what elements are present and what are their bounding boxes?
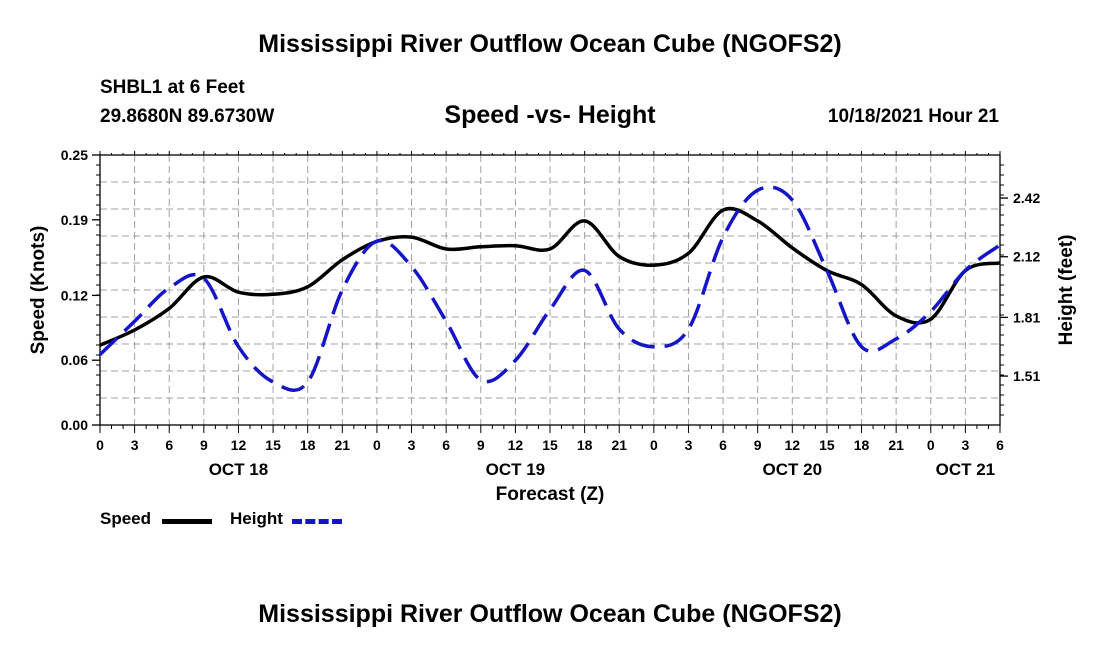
date-label: OCT 21 xyxy=(936,460,996,479)
x-tick-label: 6 xyxy=(996,437,1004,453)
y-tick-label: 0.06 xyxy=(61,352,88,368)
y2-tick-label: 2.12 xyxy=(1013,249,1040,265)
y-tick-label: 0.25 xyxy=(61,147,88,163)
legend-height-label: Height xyxy=(230,509,283,528)
y-tick-label: 0.19 xyxy=(61,212,88,228)
x-tick-label: 3 xyxy=(685,437,693,453)
x-tick-label: 0 xyxy=(927,437,935,453)
x-tick-label: 18 xyxy=(300,437,316,453)
x-tick-label: 6 xyxy=(442,437,450,453)
forecast-datetime: 10/18/2021 Hour 21 xyxy=(827,106,999,127)
x-tick-label: 3 xyxy=(408,437,416,453)
x-tick-label: 0 xyxy=(650,437,658,453)
y2-tick-label: 2.42 xyxy=(1013,190,1040,206)
footer-title: Mississippi River Outflow Ocean Cube (NG… xyxy=(258,600,842,628)
main-title: Mississippi River Outflow Ocean Cube (NG… xyxy=(258,30,842,58)
series xyxy=(98,185,1002,392)
legend-speed-swatch xyxy=(162,519,212,524)
grid xyxy=(100,155,1000,425)
x-tick-label: 12 xyxy=(508,437,524,453)
chart-subtitle: Speed -vs- Height xyxy=(444,101,656,129)
y-axis-label: Speed (Knots) xyxy=(28,226,49,355)
x-tick-label: 6 xyxy=(165,437,173,453)
x-tick-label: 12 xyxy=(231,437,247,453)
date-label: OCT 18 xyxy=(209,460,269,479)
x-tick-label: 21 xyxy=(888,437,904,453)
x-axis-label: Forecast (Z) xyxy=(496,484,605,505)
x-tick-label: 3 xyxy=(131,437,139,453)
height-series-line xyxy=(98,185,1002,392)
y2-axis-label: Height (feet) xyxy=(1056,235,1077,346)
x-tick-label: 9 xyxy=(477,437,485,453)
x-tick-label: 9 xyxy=(754,437,762,453)
y2-tick-label: 1.51 xyxy=(1013,368,1040,384)
date-label: OCT 19 xyxy=(486,460,546,479)
x-tick-label: 15 xyxy=(265,437,281,453)
x-tick-label: 18 xyxy=(854,437,870,453)
y-tick-label: 0.00 xyxy=(61,417,88,433)
x-tick-label: 0 xyxy=(96,437,104,453)
x-tick-label: 18 xyxy=(577,437,593,453)
x-tick-label: 9 xyxy=(200,437,208,453)
y2-tick-label: 1.81 xyxy=(1013,309,1040,325)
x-tick-label: 12 xyxy=(785,437,801,453)
x-tick-label: 0 xyxy=(373,437,381,453)
axes: 0 3 6 9 12 15 18 21 0 3 6 9 12 15 18 21 0 3 6 9 12 15 18 21 0 3 6O… xyxy=(61,147,1041,479)
legend-height-swatch xyxy=(292,519,342,524)
x-tick-label: 15 xyxy=(819,437,835,453)
x-tick-label: 21 xyxy=(611,437,627,453)
x-tick-label: 21 xyxy=(335,437,351,453)
coordinates-label: 29.8680N 89.6730W xyxy=(100,106,275,127)
x-tick-label: 3 xyxy=(961,437,969,453)
speed-series-line xyxy=(99,206,1001,347)
x-tick-label: 15 xyxy=(542,437,558,453)
legend-speed-label: Speed xyxy=(100,509,152,528)
x-tick-label: 6 xyxy=(719,437,727,453)
station-label: SHBL1 at 6 Feet xyxy=(100,77,245,98)
date-label: OCT 20 xyxy=(763,460,823,479)
y-tick-label: 0.12 xyxy=(61,287,88,303)
